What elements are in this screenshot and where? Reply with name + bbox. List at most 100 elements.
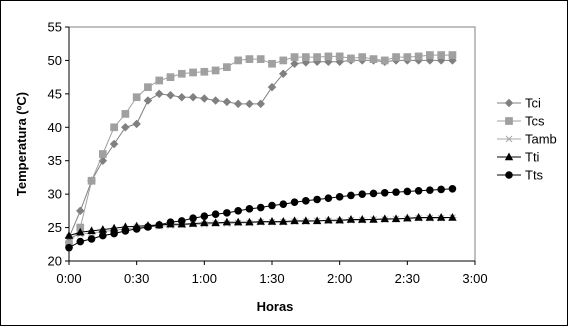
data-point-tci xyxy=(75,206,85,216)
data-point-tti xyxy=(233,217,243,226)
data-point-tti xyxy=(279,217,288,225)
data-point-tti xyxy=(335,215,344,224)
data-point-tci xyxy=(290,59,299,69)
data-point-tci xyxy=(109,139,119,149)
data-point-tci xyxy=(121,122,130,132)
data-point-tti xyxy=(98,225,108,233)
data-point-tti xyxy=(358,215,367,223)
data-point-tti xyxy=(312,216,322,225)
data-point-tts xyxy=(223,209,231,217)
data-point-tts xyxy=(166,218,175,227)
data-point-tts xyxy=(200,212,209,221)
x-tick-label: 3:00 xyxy=(462,271,487,286)
legend-marker xyxy=(505,117,513,125)
data-point-tti xyxy=(403,213,412,222)
legend-marker xyxy=(504,98,514,108)
data-point-tcs xyxy=(290,53,299,61)
data-point-tcs xyxy=(437,51,446,59)
data-point-tti xyxy=(211,218,220,227)
data-point-tti xyxy=(369,215,378,223)
data-point-tts xyxy=(335,193,344,201)
data-point-tcs xyxy=(189,68,197,77)
data-point-tts xyxy=(392,188,400,196)
data-point-tcs xyxy=(426,51,434,59)
data-point-tcs xyxy=(324,52,333,61)
data-point-tti xyxy=(222,217,232,226)
data-point-tcs xyxy=(132,93,141,102)
legend-label: Tts xyxy=(525,168,544,183)
y-tick-label: 55 xyxy=(48,20,62,35)
data-point-tti xyxy=(245,217,254,226)
data-point-tts xyxy=(414,187,423,195)
legend-label: Tcs xyxy=(525,114,545,129)
data-point-tts xyxy=(358,190,367,198)
legend-label: Tti xyxy=(525,150,540,165)
data-point-tci xyxy=(188,92,198,102)
data-point-tci xyxy=(267,82,277,92)
data-point-tcs xyxy=(110,123,118,132)
data-point-tci xyxy=(143,96,153,105)
data-point-tcs xyxy=(335,52,344,61)
data-point-tcs xyxy=(313,53,321,61)
data-point-tcs xyxy=(403,53,412,61)
data-point-tci xyxy=(256,99,266,109)
y-tick-label: 50 xyxy=(48,53,62,68)
legend-marker xyxy=(505,135,513,143)
data-point-tcs xyxy=(414,52,423,61)
data-point-tts xyxy=(448,184,457,193)
data-point-tts xyxy=(234,207,242,215)
data-point-tts xyxy=(76,237,85,246)
data-point-tts xyxy=(369,189,378,198)
x-tick-label: 0:00 xyxy=(56,271,81,286)
y-tick-label: 20 xyxy=(48,254,62,269)
data-point-tci xyxy=(211,96,220,105)
data-point-tti xyxy=(436,213,446,221)
data-point-tts xyxy=(268,201,276,210)
legend-item-tti: Tti xyxy=(497,150,540,165)
data-point-tts xyxy=(290,198,299,206)
data-point-tts xyxy=(211,210,220,218)
data-point-tci xyxy=(199,94,209,103)
series-layer xyxy=(64,51,457,252)
data-point-tci xyxy=(177,92,187,102)
data-point-tci xyxy=(233,99,243,109)
x-tick-label: 1:30 xyxy=(259,271,284,286)
y-tick-label: 30 xyxy=(48,187,62,202)
data-point-tcs xyxy=(87,176,96,185)
data-point-tti xyxy=(76,227,85,236)
data-point-tti xyxy=(256,217,265,225)
legend-marker xyxy=(504,152,514,161)
data-point-tcs xyxy=(380,56,389,65)
data-point-tts xyxy=(313,195,321,204)
data-point-tcs xyxy=(155,76,164,85)
y-tick-label: 25 xyxy=(48,220,62,235)
legend-label: Tci xyxy=(525,96,541,111)
data-point-tcs xyxy=(256,55,265,63)
data-point-tcs xyxy=(223,63,231,71)
y-axis-title: Temperatura (ºC) xyxy=(14,92,29,196)
legend-marker xyxy=(505,171,513,179)
y-axis: 20 25 30 35 40 45 50 55 xyxy=(48,20,70,269)
data-point-tts xyxy=(132,225,141,233)
data-point-tti xyxy=(87,226,96,235)
data-point-tts xyxy=(256,203,265,212)
data-point-tti xyxy=(324,215,333,224)
legend-item-tts: Tts xyxy=(497,168,544,183)
data-point-tci xyxy=(132,119,142,129)
data-point-tts xyxy=(110,229,118,238)
data-point-tcs xyxy=(279,56,288,65)
legend-item-tcs: Tcs xyxy=(497,114,545,129)
data-point-tts xyxy=(302,197,310,205)
data-point-tci xyxy=(222,97,232,107)
data-point-tti xyxy=(301,216,311,225)
data-point-tci xyxy=(154,89,164,99)
data-point-tti xyxy=(64,231,74,239)
data-point-tts xyxy=(324,194,333,202)
data-point-tcs xyxy=(268,59,276,68)
data-point-tti xyxy=(200,218,209,227)
data-point-tcs xyxy=(121,110,130,118)
data-point-tcs xyxy=(347,54,355,63)
legend: Tci Tcs Tamb Tti Tts xyxy=(497,96,557,183)
data-point-tti xyxy=(380,214,389,223)
data-point-tts xyxy=(437,185,445,194)
